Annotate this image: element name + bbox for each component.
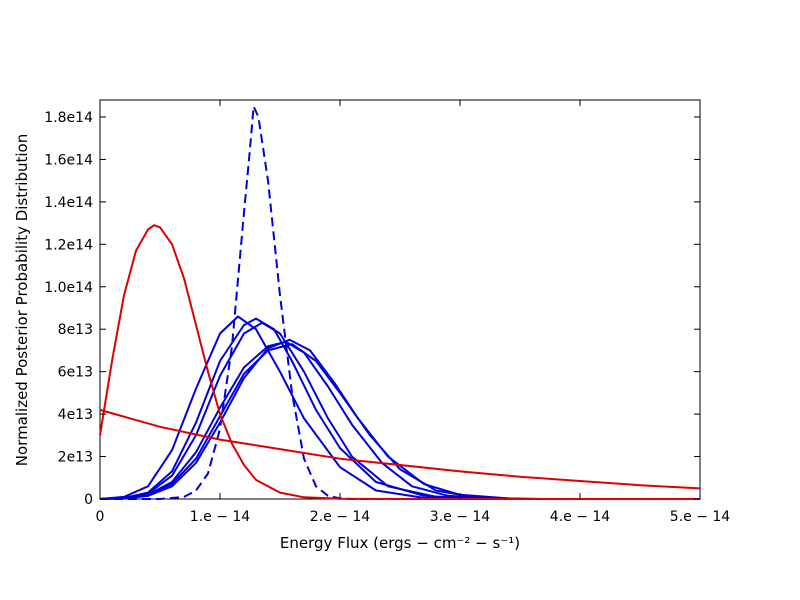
ticks-layer: 0 1.e − 14 2.e − 14 3.e − 14 4.e − 14 5.e − 1… (44, 100, 730, 525)
y-tick-label-9: 1.8e14 (44, 110, 93, 126)
y-tick-label-3: 6e13 (58, 365, 93, 381)
y-tick-label-6: 1.2e14 (44, 237, 93, 253)
plot-area (99, 99, 701, 500)
x-tick-label-5: 5.e − 14 (670, 509, 731, 525)
y-tick-label-8: 1.6e14 (44, 152, 93, 168)
y-tick-label-0: 0 (84, 492, 93, 508)
series-line-5 (99, 340, 700, 500)
y-tick-label-1: 2e13 (58, 450, 93, 466)
y-tick-label-4: 8e13 (58, 322, 93, 338)
series-line-1 (99, 315, 700, 500)
x-tick-label-2: 2.e − 14 (310, 509, 371, 525)
x-tick-label-1: 1.e − 14 (190, 509, 251, 525)
series-line-8 (99, 224, 700, 500)
series-line-9 (99, 408, 701, 490)
y-axis-title: Normalized Posterior Probability Distrib… (13, 134, 31, 466)
x-axis-title: Energy Flux (ergs − cm⁻² − s⁻¹) (280, 534, 520, 552)
series-layer (99, 105, 701, 500)
y-tick-label-7: 1.4e14 (44, 195, 93, 211)
y-tick-label-2: 4e13 (58, 407, 93, 423)
series-line-7 (100, 105, 700, 500)
y-tick-label-5: 1.0e14 (44, 280, 93, 296)
x-tick-label-4: 4.e − 14 (550, 509, 611, 525)
series-line-3 (99, 321, 700, 500)
x-tick-label-0: 0 (96, 509, 105, 525)
x-tick-label-3: 3.e − 14 (430, 509, 491, 525)
series-line-6 (99, 343, 700, 500)
